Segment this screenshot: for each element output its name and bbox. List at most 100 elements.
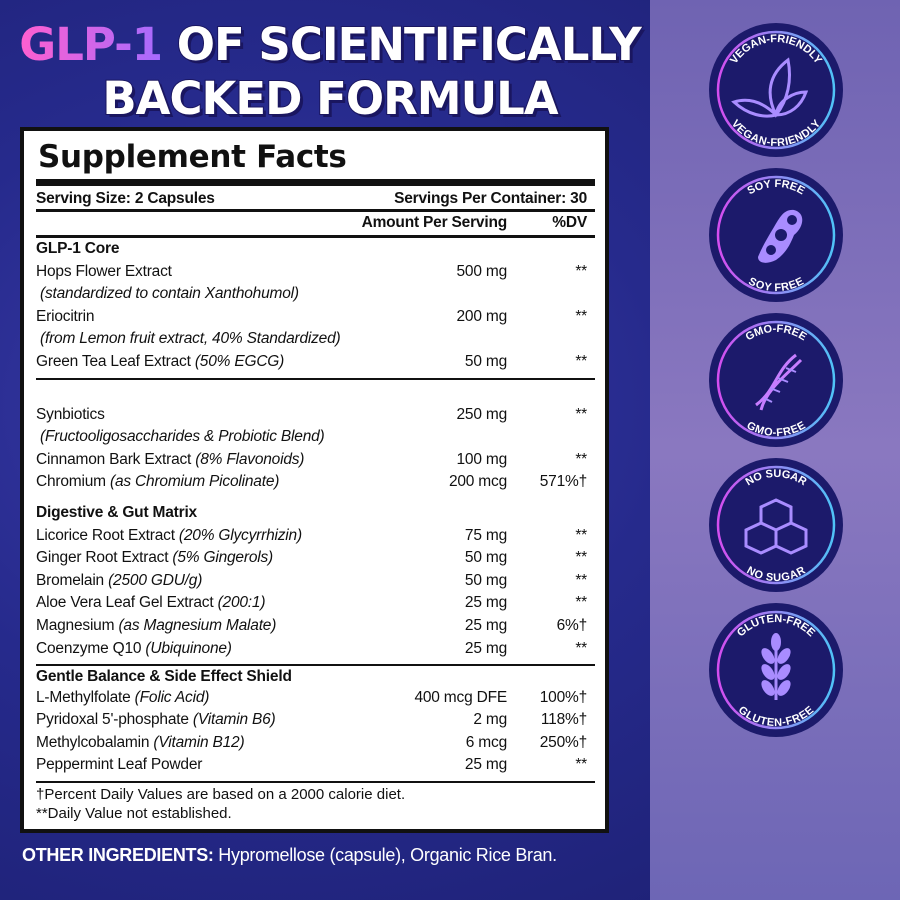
- daily-value: 118%†: [540, 711, 587, 729]
- amount: 75 mg: [464, 526, 507, 544]
- ingredient-detail: (2500 GDU/g): [108, 571, 203, 589]
- serving-size: Serving Size: 2 Capsules: [36, 190, 215, 207]
- ingredient-row: Eriocitrin 200 mg **: [36, 306, 595, 329]
- footnotes: †Percent Daily Values are based on a 200…: [36, 783, 595, 823]
- footnote: †Percent Daily Values are based on a 200…: [36, 786, 406, 804]
- wheat-icon: [761, 633, 791, 700]
- ingredient-detail: (20% Glycyrrhizin): [178, 526, 302, 544]
- daily-value: **: [575, 549, 587, 567]
- section-header: GLP-1 Core: [36, 238, 595, 261]
- ingredient-name: (standardized to contain Xanthohumol): [40, 285, 299, 303]
- ingredient-detail: (200:1): [217, 594, 266, 612]
- badge-gmo-free: GMO-FREE GMO-FREE: [706, 310, 846, 450]
- divider: [36, 781, 595, 784]
- ingredient-name: Chromium: [36, 473, 106, 491]
- amount: 25 mg: [464, 756, 507, 774]
- ingredient-detail: (8% Flavonoids): [195, 450, 305, 468]
- badge-label-bottom: NO SUGAR: [745, 564, 808, 584]
- ingredient-name: Methylcobalamin: [36, 733, 150, 751]
- ingredient-name: Hops Flower Extract: [36, 262, 172, 280]
- daily-value: **: [575, 756, 587, 774]
- ingredient-detail: (Ubiquinone): [145, 639, 232, 657]
- divider: [36, 377, 595, 404]
- headline-text: OF SCIENTIFICALLY: [162, 17, 643, 72]
- servings-per-container: Servings Per Container: 30: [394, 190, 587, 207]
- ingredient-name: Synbiotics: [36, 405, 105, 423]
- amount: 200 mg: [456, 307, 508, 325]
- ingredient-name: Coenzyme Q10: [36, 639, 142, 657]
- dna-icon: [755, 353, 803, 411]
- ingredient-detail: (as Magnesium Malate): [118, 616, 277, 634]
- ingredient-row: Synbiotics 250 mg **: [36, 404, 595, 427]
- ingredient-name: Magnesium: [36, 616, 115, 634]
- amount: 25 mg: [464, 616, 507, 634]
- amount: 400 mcg DFE: [414, 688, 507, 706]
- ingredient-name: Digestive & Gut Matrix: [36, 503, 197, 521]
- ingredient-detail: (Vitamin B12): [153, 733, 245, 751]
- daily-value: **: [575, 307, 587, 325]
- amount: 250 mg: [456, 405, 508, 423]
- soybean-icon: [758, 209, 803, 263]
- other-ingredients-value: Hypromellose (capsule), Organic Rice Bra…: [213, 845, 557, 865]
- ingredient-detail: (5% Gingerols): [172, 549, 273, 567]
- ingredient-detail: (50% EGCG): [194, 352, 285, 370]
- ingredient-row: L-Methylfolate (Folic Acid) 400 mcg DFE 10…: [36, 687, 595, 710]
- ingredient-row: Ginger Root Extract (5% Gingerols) 50 mg *…: [36, 547, 595, 570]
- other-ingredients: OTHER INGREDIENTS: Hypromellose (capsule…: [22, 845, 557, 866]
- ingredient-row: Magnesium (as Magnesium Malate) 25 mg 6%†: [36, 615, 595, 638]
- badge-label: SOY FREE: [745, 178, 806, 197]
- ingredient-name: (from Lemon fruit extract, 40% Standardi…: [40, 330, 341, 348]
- ingredient-row: Licorice Root Extract (20% Glycyrrhizin)…: [36, 525, 595, 548]
- ingredient-row: Aloe Vera Leaf Gel Extract (200:1) 25 mg *…: [36, 592, 595, 615]
- ingredient-name: Ginger Root Extract: [36, 549, 169, 567]
- ingredient-detail: (Vitamin B6): [192, 711, 276, 729]
- ingredient-row: Pyridoxal 5'-phosphate (Vitamin B6) 2 mg 1…: [36, 709, 595, 732]
- svg-text:SOY FREE: SOY FREE: [745, 178, 806, 197]
- amount: 100 mg: [456, 450, 508, 468]
- ingredient-name: Aloe Vera Leaf Gel Extract: [36, 594, 214, 612]
- badge-no-sugar: NO SUGAR NO SUGAR: [706, 455, 846, 595]
- amount: 50 mg: [464, 352, 507, 370]
- ingredient-name: Gentle Balance & Side Effect Shield: [36, 668, 292, 686]
- badge-gluten-free: GLUTEN-FREE GLUTEN-FREE: [706, 600, 846, 740]
- daily-value: **: [575, 352, 587, 370]
- daily-value: **: [575, 262, 587, 280]
- ingredient-name: Licorice Root Extract: [36, 526, 175, 544]
- sugar-cubes-icon: [744, 498, 808, 555]
- badge-vegan-friendly: VEGAN-FRIENDLY VEGAN-FRIENDLY: [706, 20, 846, 160]
- serving-row: Serving Size: 2 Capsules Servings Per Co…: [36, 186, 595, 212]
- amount: 2 mg: [473, 711, 507, 729]
- ingredient-name: Bromelain: [36, 571, 104, 589]
- daily-value: **: [575, 526, 587, 544]
- dv-header: %DV: [552, 214, 587, 231]
- amount: 500 mg: [456, 262, 508, 280]
- daily-value: **: [575, 639, 587, 657]
- ingredient-note: (Fructooligosaccharides & Probiotic Blen…: [36, 426, 595, 449]
- ingredient-row: Hops Flower Extract 500 mg **: [36, 261, 595, 284]
- ingredient-row: Methylcobalamin (Vitamin B12) 6 mcg 250%†: [36, 732, 595, 755]
- daily-value: 571%†: [539, 473, 587, 491]
- badge-label-bottom: SOY FREE: [746, 275, 805, 294]
- svg-text:NO SUGAR: NO SUGAR: [745, 564, 808, 584]
- ingredient-name: GLP-1 Core: [36, 240, 120, 257]
- daily-value: **: [575, 594, 587, 612]
- ingredient-row: Peppermint Leaf Powder 25 mg **: [36, 754, 595, 777]
- ingredient-detail: (as Chromium Picolinate): [110, 473, 280, 491]
- ingredient-detail: (Folic Acid): [134, 688, 210, 706]
- ingredient-note: (from Lemon fruit extract, 40% Standardi…: [36, 328, 595, 351]
- ingredient-name: Peppermint Leaf Powder: [36, 756, 203, 774]
- amount-header: Amount Per Serving: [361, 214, 508, 231]
- amount: 200 mcg: [448, 473, 507, 491]
- daily-value: 250%†: [539, 733, 587, 751]
- amount: 25 mg: [464, 639, 507, 657]
- ingredient-row: Cinnamon Bark Extract (8% Flavonoids) 100…: [36, 449, 595, 472]
- daily-value: **: [575, 405, 587, 423]
- ingredient-name: Eriocitrin: [36, 307, 95, 325]
- ingredient-name: (Fructooligosaccharides & Probiotic Blen…: [40, 428, 325, 446]
- ingredient-row: Bromelain (2500 GDU/g) 50 mg **: [36, 570, 595, 593]
- footnote: **Daily Value not established.: [36, 805, 232, 823]
- headline-line-2: BACKED FORMULA: [101, 71, 559, 126]
- ingredient-row: Chromium (as Chromium Picolinate) 200 mcg…: [36, 471, 595, 494]
- ingredient-note: (standardized to contain Xanthohumol): [36, 283, 595, 306]
- ingredient-name: Green Tea Leaf Extract: [36, 352, 191, 370]
